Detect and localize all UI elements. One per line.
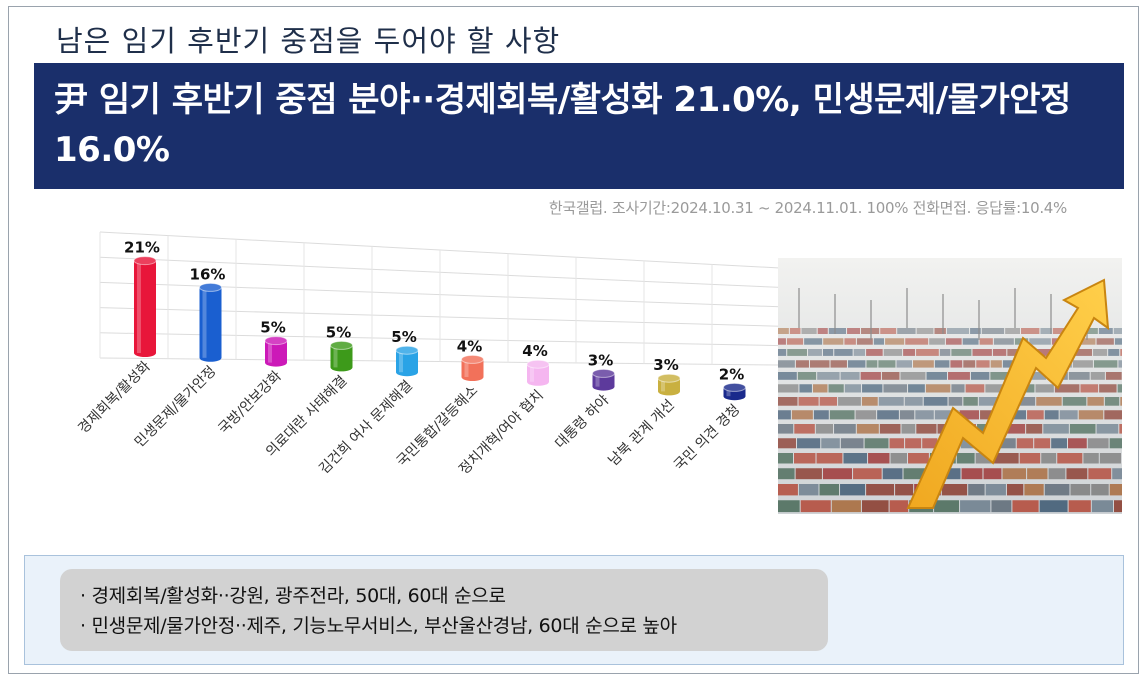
bar-top	[592, 368, 615, 378]
bar-body	[265, 340, 287, 367]
bar-top-shine	[396, 346, 418, 355]
bar-body	[330, 345, 353, 372]
bar-body	[396, 350, 418, 377]
data-label: 5%	[326, 323, 351, 341]
notes-card: · 경제회복/활성화··강원, 광주전라, 50대, 60대 순으로 · 민생문…	[60, 569, 828, 651]
bar	[330, 340, 353, 372]
bar-highlight	[595, 373, 600, 387]
bar	[592, 368, 615, 391]
notes-panel: · 경제회복/활성화··강원, 광주전라, 50대, 60대 순으로 · 민생문…	[24, 555, 1124, 665]
bar-highlight	[268, 340, 272, 363]
bar-top-shine	[658, 374, 680, 383]
bar-top-shine	[134, 256, 156, 265]
bar	[395, 345, 419, 377]
bar-top	[395, 345, 419, 355]
data-label: 21%	[124, 239, 160, 257]
data-label: 3%	[588, 351, 613, 369]
bar	[723, 382, 746, 401]
headline-banner: 尹 임기 후반기 중점 분야··경제회복/활성화 21.0%, 민생문제/물가안…	[34, 63, 1124, 189]
bar-highlight	[202, 287, 207, 358]
bar-top	[330, 340, 353, 350]
category-label: 남북 관계 개선	[606, 397, 678, 469]
data-label: 2%	[719, 365, 744, 383]
category-label: 경제회복/활성화	[75, 358, 153, 436]
bar	[526, 359, 550, 386]
data-label: 4%	[457, 337, 482, 355]
bar-highlight	[333, 345, 338, 368]
data-label: 5%	[260, 319, 285, 337]
bar-top-shine	[199, 283, 222, 292]
outer-frame	[8, 6, 1139, 674]
bar-top	[723, 382, 746, 392]
export-arrow-photo	[778, 258, 1122, 514]
bar-top-shine	[723, 383, 746, 392]
category-label: 국민 의견 경청	[671, 402, 743, 474]
bar-highlight	[661, 378, 665, 392]
bar	[199, 282, 222, 362]
bar-body	[658, 378, 680, 396]
bar-top	[133, 256, 157, 266]
bar-highlight	[137, 260, 141, 353]
bar-body	[592, 373, 615, 391]
data-label: 16%	[190, 265, 226, 283]
category-label: 국방/안보강화	[216, 368, 285, 437]
bar-top-shine	[527, 360, 549, 369]
note-line-1: · 경제회복/활성화··강원, 광주전라, 50대, 60대 순으로	[80, 585, 506, 607]
bar-top-shine	[265, 336, 287, 345]
chart-bars	[133, 256, 746, 401]
bar-top	[657, 373, 681, 383]
data-label: 5%	[391, 328, 416, 346]
bar-body	[461, 359, 484, 381]
data-label: 4%	[522, 342, 547, 360]
headline-text: 尹 임기 후반기 중점 분야··경제회복/활성화 21.0%, 민생문제/물가안…	[54, 80, 1071, 170]
bar-body	[527, 364, 549, 386]
bar-highlight	[726, 387, 731, 397]
bar-highlight	[530, 364, 534, 382]
bar-top-shine	[461, 355, 484, 364]
note-line-2: · 민생문제/물가안정··제주, 기능노무서비스, 부산울산경남, 60대 순으…	[80, 615, 677, 637]
bar-highlight	[399, 350, 403, 373]
bar	[133, 256, 157, 357]
category-label: 대통령 하야	[552, 392, 612, 452]
bar-top	[264, 336, 288, 346]
bar	[657, 373, 681, 396]
bar-top	[526, 359, 550, 369]
bar-body	[134, 260, 156, 357]
bar-highlight	[464, 359, 469, 377]
bar	[461, 354, 484, 381]
data-label: 3%	[653, 356, 678, 374]
bar	[264, 336, 288, 367]
page-subtitle: 남은 임기 후반기 중점을 두어야 할 사항	[56, 24, 561, 58]
survey-source: 한국갤럽. 조사기간:2024.10.31 ~ 2024.11.01. 100%…	[548, 199, 1067, 217]
bar-top-shine	[592, 369, 615, 378]
bar-top	[461, 354, 484, 364]
bar-body	[199, 287, 222, 362]
bar-top-shine	[330, 341, 353, 350]
bar-top	[199, 282, 222, 292]
